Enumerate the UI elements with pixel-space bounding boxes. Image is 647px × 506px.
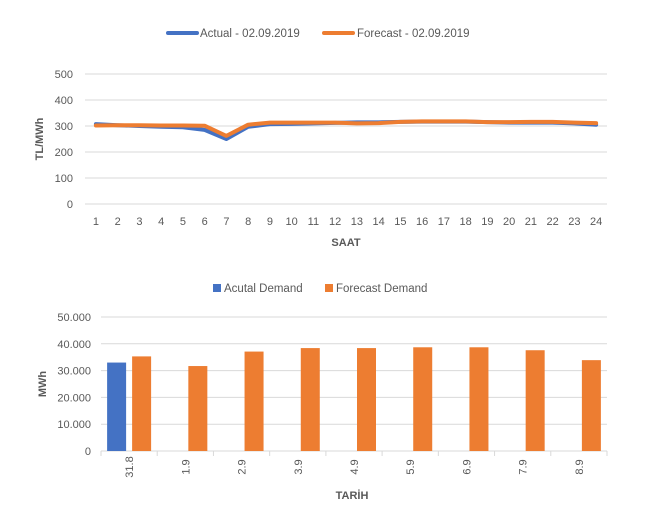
bar-forecast-demand bbox=[525, 350, 545, 451]
bar-chart-x-tick-label: 2.9 bbox=[237, 459, 249, 474]
line-chart-y-tick-label: 100 bbox=[55, 173, 73, 185]
bar-chart-x-tick-label: 4.9 bbox=[349, 459, 361, 474]
line-chart-x-tick-label: 15 bbox=[394, 216, 406, 228]
bar-chart-y-tick-label: 50.000 bbox=[57, 312, 91, 324]
line-chart-legend: Actual - 02.09.2019 Forecast - 02.09.201… bbox=[166, 28, 470, 40]
line-chart-x-tick-label: 19 bbox=[481, 216, 493, 228]
bar-chart-x-tick-label: 7.9 bbox=[518, 459, 530, 474]
line-chart-gridlines bbox=[85, 73, 607, 205]
bar-chart-y-tick-label: 40.000 bbox=[57, 339, 91, 351]
line-chart-x-tick-label: 4 bbox=[158, 216, 164, 228]
legend-label-forecast-demand: Forecast Demand bbox=[336, 283, 427, 295]
line-chart-x-tick-label: 8 bbox=[245, 216, 251, 228]
line-chart-x-tick-label: 2 bbox=[115, 216, 121, 228]
bar-chart-x-tick-label: 31.8 bbox=[124, 456, 136, 477]
line-chart-y-tick-label: 0 bbox=[67, 199, 73, 211]
bar-chart-y-ticks: 0 10.000 20.000 30.000 40.000 50.000 bbox=[57, 312, 91, 458]
bar-chart-x-tick-label: 6.9 bbox=[461, 459, 473, 474]
line-chart-x-tick-label: 12 bbox=[329, 216, 341, 228]
line-chart-y-tick-label: 400 bbox=[55, 95, 73, 107]
legend-swatch-actual-demand bbox=[213, 284, 221, 292]
line-chart-x-tick-label: 11 bbox=[308, 216, 319, 228]
legend-label-actual: Actual - 02.09.2019 bbox=[200, 28, 300, 40]
bar-chart-x-tick-label: 8.9 bbox=[574, 459, 586, 474]
line-chart-x-axis-title: SAAT bbox=[331, 237, 360, 249]
line-chart-x-ticks: 1 2 3 4 5 6 7 8 9 10 11 12 13 14 15 16 17 18 19 20 21 22 23 24 bbox=[93, 216, 602, 228]
bar-chart-x-tick-label: 1.9 bbox=[180, 459, 192, 474]
bar-chart-legend: Acutal Demand Forecast Demand bbox=[213, 283, 427, 295]
line-chart-x-tick-label: 13 bbox=[351, 216, 363, 228]
line-chart-x-tick-label: 17 bbox=[438, 216, 450, 228]
line-chart-x-tick-label: 23 bbox=[568, 216, 580, 228]
bar-chart-y-tick-label: 10.000 bbox=[57, 419, 91, 431]
bar-forecast-demand bbox=[413, 347, 433, 451]
line-chart-x-tick-label: 22 bbox=[547, 216, 559, 228]
bar-forecast-demand bbox=[188, 366, 208, 451]
line-chart-x-tick-label: 16 bbox=[416, 216, 428, 228]
legend-label-forecast: Forecast - 02.09.2019 bbox=[357, 28, 470, 40]
line-chart-x-tick-label: 21 bbox=[525, 216, 537, 228]
bar-forecast-demand bbox=[581, 360, 601, 451]
line-chart-y-tick-label: 500 bbox=[55, 69, 73, 81]
line-chart-x-tick-label: 9 bbox=[267, 216, 273, 228]
bar-chart: Acutal Demand Forecast Demand 0 10.000 20.… bbox=[37, 283, 608, 502]
line-chart-x-tick-label: 6 bbox=[202, 216, 208, 228]
line-chart-x-tick-label: 3 bbox=[136, 216, 142, 228]
line-chart-series bbox=[93, 119, 599, 141]
bar-chart-bars bbox=[107, 347, 601, 451]
bar-chart-gridlines bbox=[101, 316, 607, 452]
bar-chart-y-tick-label: 20.000 bbox=[57, 392, 91, 404]
line-chart-y-ticks: 0 100 200 300 400 500 bbox=[55, 69, 73, 211]
line-chart-x-tick-label: 14 bbox=[373, 216, 385, 228]
line-chart-x-tick-label: 24 bbox=[590, 216, 602, 228]
bar-forecast-demand bbox=[244, 351, 264, 451]
line-chart-x-tick-label: 1 bbox=[93, 216, 99, 228]
line-chart: Actual - 02.09.2019 Forecast - 02.09.201… bbox=[34, 28, 607, 249]
line-chart-y-axis-title: TL/MWh bbox=[34, 117, 46, 160]
bar-chart-x-axis-title: TARİH bbox=[336, 489, 369, 502]
line-chart-x-tick-label: 10 bbox=[286, 216, 298, 228]
bar-forecast-demand bbox=[300, 348, 320, 451]
line-series-forecast bbox=[93, 119, 599, 138]
bar-forecast-demand bbox=[469, 347, 489, 451]
line-chart-x-tick-label: 20 bbox=[503, 216, 515, 228]
line-chart-y-tick-label: 200 bbox=[55, 147, 73, 159]
bar-chart-x-ticks: 31.8 1.9 2.9 3.9 4.9 5.9 6.9 7.9 8.9 bbox=[100, 451, 608, 478]
line-chart-x-tick-label: 5 bbox=[180, 216, 186, 228]
line-chart-x-tick-label: 18 bbox=[460, 216, 472, 228]
line-chart-y-tick-label: 300 bbox=[55, 121, 73, 133]
bar-forecast-demand bbox=[357, 348, 376, 451]
bar-chart-y-tick-label: 0 bbox=[85, 446, 91, 458]
bar-chart-y-axis-title: MWh bbox=[37, 371, 49, 398]
legend-swatch-forecast-demand bbox=[325, 284, 333, 292]
line-chart-x-tick-label: 7 bbox=[223, 216, 229, 228]
legend-label-actual-demand: Acutal Demand bbox=[224, 283, 303, 295]
bar-actual-demand bbox=[107, 362, 127, 451]
bar-chart-y-tick-label: 30.000 bbox=[57, 366, 91, 378]
bar-chart-x-tick-label: 5.9 bbox=[405, 459, 417, 474]
bar-chart-x-tick-label: 3.9 bbox=[293, 459, 305, 474]
bar-forecast-demand bbox=[132, 356, 152, 451]
